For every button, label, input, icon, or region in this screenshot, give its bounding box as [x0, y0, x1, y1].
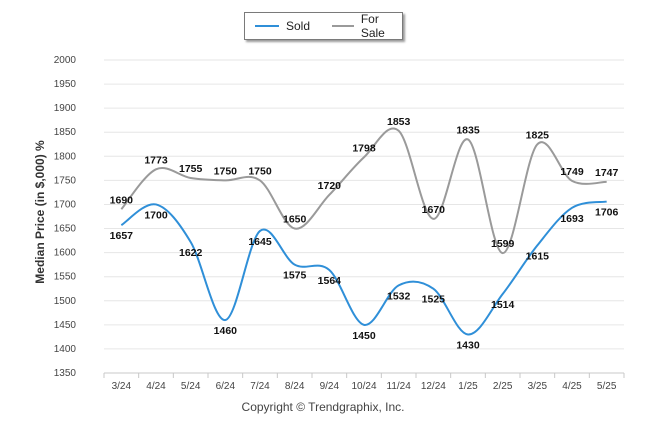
y-tick-label: 1950: [54, 79, 77, 90]
axes: 1350 1400 1450 1500 1550 1600 1650 1700 1750 1800…: [54, 55, 625, 392]
data-label-for-sale: 1749: [560, 166, 584, 178]
y-tick-label: 1750: [54, 175, 77, 186]
x-tick-label: 1/25: [458, 381, 478, 392]
x-tick-label: 2/25: [493, 381, 513, 392]
data-label-for-sale: 1773: [144, 154, 168, 166]
data-label-for-sale: 1690: [110, 194, 134, 206]
x-tick-label: 9/24: [320, 381, 340, 392]
data-labels: 1657 1690 1700 1773 1622 1755 1460 1750 1645 1750…: [110, 116, 619, 352]
y-tick-label: 1500: [54, 296, 77, 307]
data-label-sold: 1514: [491, 299, 515, 311]
data-label-sold: 1693: [560, 213, 584, 225]
x-tick-label: 6/24: [216, 381, 236, 392]
x-tick-label: 3/24: [112, 381, 132, 392]
y-tick-label: 1400: [54, 344, 77, 355]
y-tick-label: 1450: [54, 320, 77, 331]
legend-label-for-sale: For Sale: [360, 12, 385, 40]
data-label-for-sale: 1835: [456, 124, 480, 136]
data-label-for-sale: 1853: [387, 116, 411, 128]
y-tick-label: 2000: [54, 55, 77, 66]
data-label-for-sale: 1720: [318, 180, 342, 192]
legend-label-sold: Sold: [286, 19, 311, 33]
data-label-sold: 1706: [595, 207, 619, 219]
data-label-for-sale: 1670: [422, 204, 446, 216]
data-label-sold: 1622: [179, 247, 203, 259]
data-label-sold: 1450: [352, 330, 376, 342]
data-label-for-sale: 1750: [248, 165, 272, 177]
data-label-sold: 1700: [144, 209, 168, 221]
x-tick-label: 10/24: [351, 381, 376, 392]
data-label-for-sale: 1750: [214, 165, 238, 177]
series-lines: [120, 127, 607, 336]
data-label-for-sale: 1825: [526, 129, 550, 141]
data-label-sold: 1532: [387, 290, 411, 302]
x-tick-label: 4/25: [562, 381, 582, 392]
y-tick-label: 1350: [54, 368, 77, 379]
data-label-sold: 1657: [110, 230, 134, 242]
y-tick-label: 1850: [54, 127, 77, 138]
y-tick-label: 1550: [54, 272, 77, 283]
data-label-for-sale: 1599: [491, 238, 515, 250]
legend-item-sold: Sold: [255, 19, 310, 33]
x-tick-label: 11/24: [387, 381, 412, 392]
x-tick-label: 5/25: [597, 381, 617, 392]
y-tick-label: 1650: [54, 224, 77, 235]
x-tick-label: 7/24: [250, 381, 270, 392]
legend: Sold For Sale: [244, 12, 403, 40]
legend-swatch-for-sale: [332, 25, 354, 27]
legend-item-for-sale: For Sale: [332, 12, 402, 40]
gridlines: [104, 59, 624, 374]
data-label-sold: 1645: [248, 236, 272, 248]
data-label-sold: 1460: [214, 325, 238, 337]
data-label-sold: 1615: [526, 250, 550, 262]
y-tick-label: 1700: [54, 199, 77, 210]
data-label-sold: 1564: [318, 275, 342, 287]
series-line-sold: [120, 200, 607, 336]
y-tick-label: 1800: [54, 151, 77, 162]
legend-swatch-sold: [255, 25, 279, 27]
data-label-sold: 1430: [456, 339, 480, 351]
data-label-for-sale: 1650: [283, 214, 307, 226]
x-tick-label: 3/25: [528, 381, 548, 392]
x-tick-label: 8/24: [285, 381, 305, 392]
x-tick-label: 5/24: [181, 381, 201, 392]
y-tick-label: 1600: [54, 248, 77, 259]
data-label-sold: 1575: [283, 270, 307, 282]
x-tick-label: 4/24: [146, 381, 166, 392]
data-label-sold: 1525: [422, 294, 446, 306]
copyright-footer: Copyright © Trendgraphix, Inc.: [241, 400, 405, 414]
x-tick-label: 12/24: [421, 381, 446, 392]
y-tick-label: 1900: [54, 103, 77, 114]
y-axis-label: Median Price (in $,000) %: [33, 140, 47, 284]
data-label-for-sale: 1747: [595, 167, 619, 179]
data-label-for-sale: 1755: [179, 163, 203, 175]
data-label-for-sale: 1798: [352, 142, 376, 154]
series-line-for-sale: [120, 127, 607, 255]
